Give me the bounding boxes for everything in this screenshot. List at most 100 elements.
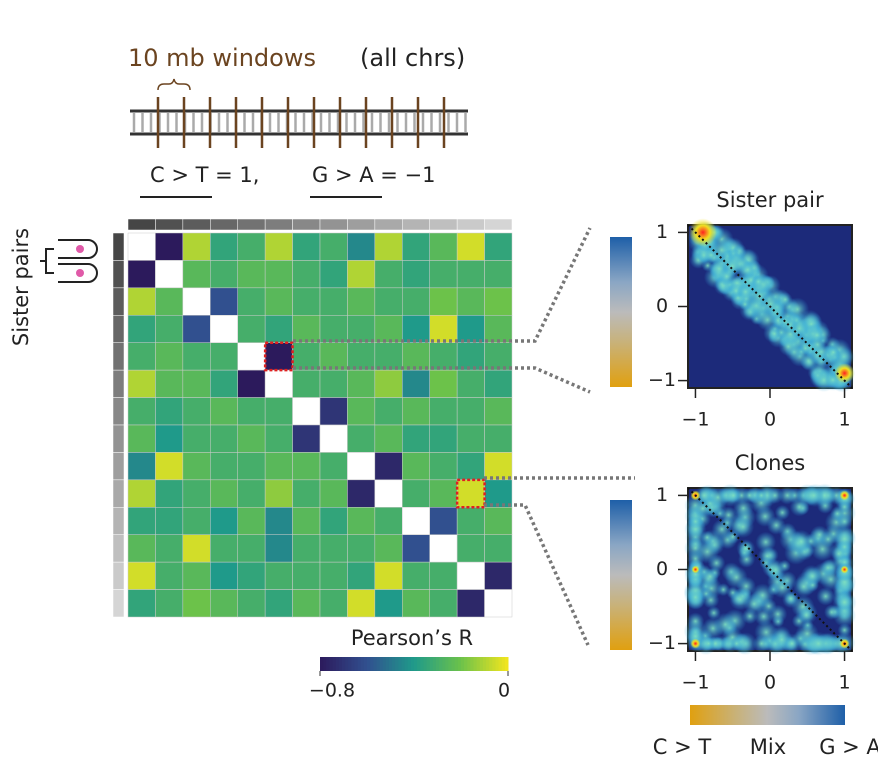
row-annotation [112,589,125,618]
colorbar-step [410,657,415,671]
hotspot [690,638,701,649]
colorbar-step [398,657,402,671]
blob [729,636,744,651]
cell [237,589,266,618]
cell [402,424,430,453]
cell [182,287,211,316]
cell [292,424,321,453]
colorbar-step [479,657,484,671]
cell [484,260,513,289]
colorbar-step [495,657,500,671]
cell [429,369,458,398]
colorbar-step [367,657,371,671]
cell [319,534,348,563]
cell [210,397,238,426]
colorbar-step [401,657,406,671]
cell [402,452,430,481]
colorbar-step [360,657,365,671]
colorbar-step [420,657,424,671]
colorbar-step [448,657,453,671]
cell [210,534,238,563]
cell [264,507,293,535]
cell [456,424,485,453]
row-annotation [112,232,125,261]
x-tick-label: 1 [838,409,850,431]
cell [210,369,238,398]
cell [402,589,430,618]
cell [237,342,266,371]
colorbar-step [341,657,346,671]
cell [484,424,513,453]
cell [127,507,156,535]
y-label: Sister pairs [9,228,33,346]
colorbar-step [370,657,374,671]
blob [827,346,840,359]
blob [695,539,720,564]
blob [742,488,757,503]
colorbar-step [354,657,359,671]
cell [155,561,184,590]
cell [347,561,376,590]
blob [731,515,755,538]
blob [789,529,813,554]
cell [456,342,485,371]
blob [738,261,757,279]
y-tick-label: 0 [656,295,668,317]
blob [768,604,788,624]
x-tick-label: −1 [681,409,709,431]
blob [765,559,787,581]
colorbar-step [335,657,340,671]
row-annotation [112,315,125,343]
blob [751,274,766,289]
blob [736,539,756,558]
cell [347,479,376,508]
colorbar-step [498,657,503,671]
cell [319,589,348,618]
colorbar-label: G > A [819,735,878,759]
cell [155,260,184,289]
window-label: 10 mb windows [128,44,316,72]
cell [374,424,403,453]
cell [429,342,458,371]
cell [182,397,211,426]
cell [347,424,376,453]
cell [182,260,211,289]
y-tick-label: 1 [656,484,668,506]
cell [292,534,321,563]
cell [155,452,184,481]
blob [754,488,768,502]
colorbar-step [454,657,459,671]
cell [374,260,403,289]
blob [736,283,755,301]
brace [157,78,191,91]
colorbar-step [388,657,393,671]
cell [402,507,430,535]
cell [182,232,211,261]
colorbar-label: Mix [750,735,786,759]
x-tick-label: −1 [681,672,709,694]
cell [484,232,513,261]
panel-title: Sister pair [716,188,824,212]
cell [182,534,211,563]
highlight [455,478,486,509]
cell [182,507,211,535]
cell [182,369,211,398]
row-annotation [112,287,125,316]
cell [484,369,513,398]
cell [127,369,156,398]
colorbar-step [501,657,506,671]
cell [155,589,184,618]
blob [837,539,852,555]
cell [237,369,266,398]
cell [319,397,348,426]
colorbar-step [432,657,437,671]
cell [127,315,156,343]
cell [319,369,348,398]
cell [292,232,321,261]
cell [347,315,376,343]
colorbar-step [345,657,349,671]
chrs-label: (all chrs) [360,44,465,72]
cell [182,315,211,343]
cell [292,369,321,398]
cell [182,424,211,453]
